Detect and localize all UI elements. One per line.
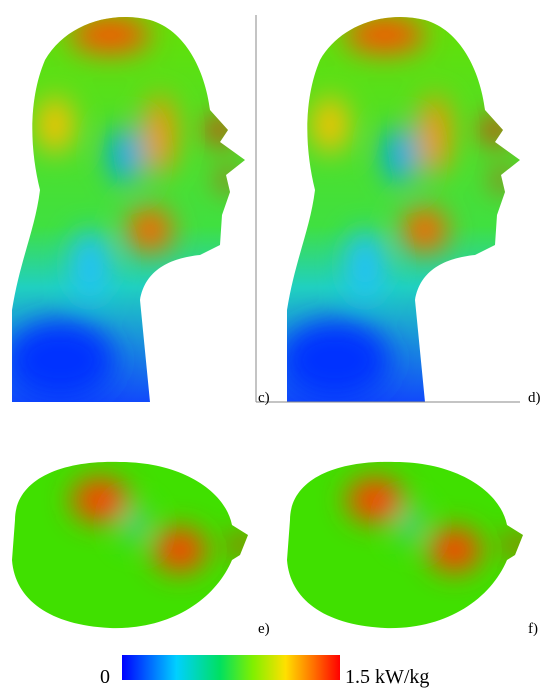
head-side-c [0, 0, 260, 410]
panel-label: c) [258, 390, 270, 406]
colorbar-min: 0 [100, 666, 110, 688]
colorbar [122, 655, 340, 680]
colorbar-max: 1.5 kW/kg [345, 666, 429, 688]
figure: c) d) e) f) 0 1.5 kW/kg [0, 0, 555, 695]
panel-label: e) [258, 621, 270, 637]
head-side-d [275, 0, 535, 410]
panel-label: f) [528, 621, 538, 637]
panel-label: d) [528, 390, 541, 406]
head-top-e [0, 455, 255, 635]
head-top-f [275, 455, 530, 635]
